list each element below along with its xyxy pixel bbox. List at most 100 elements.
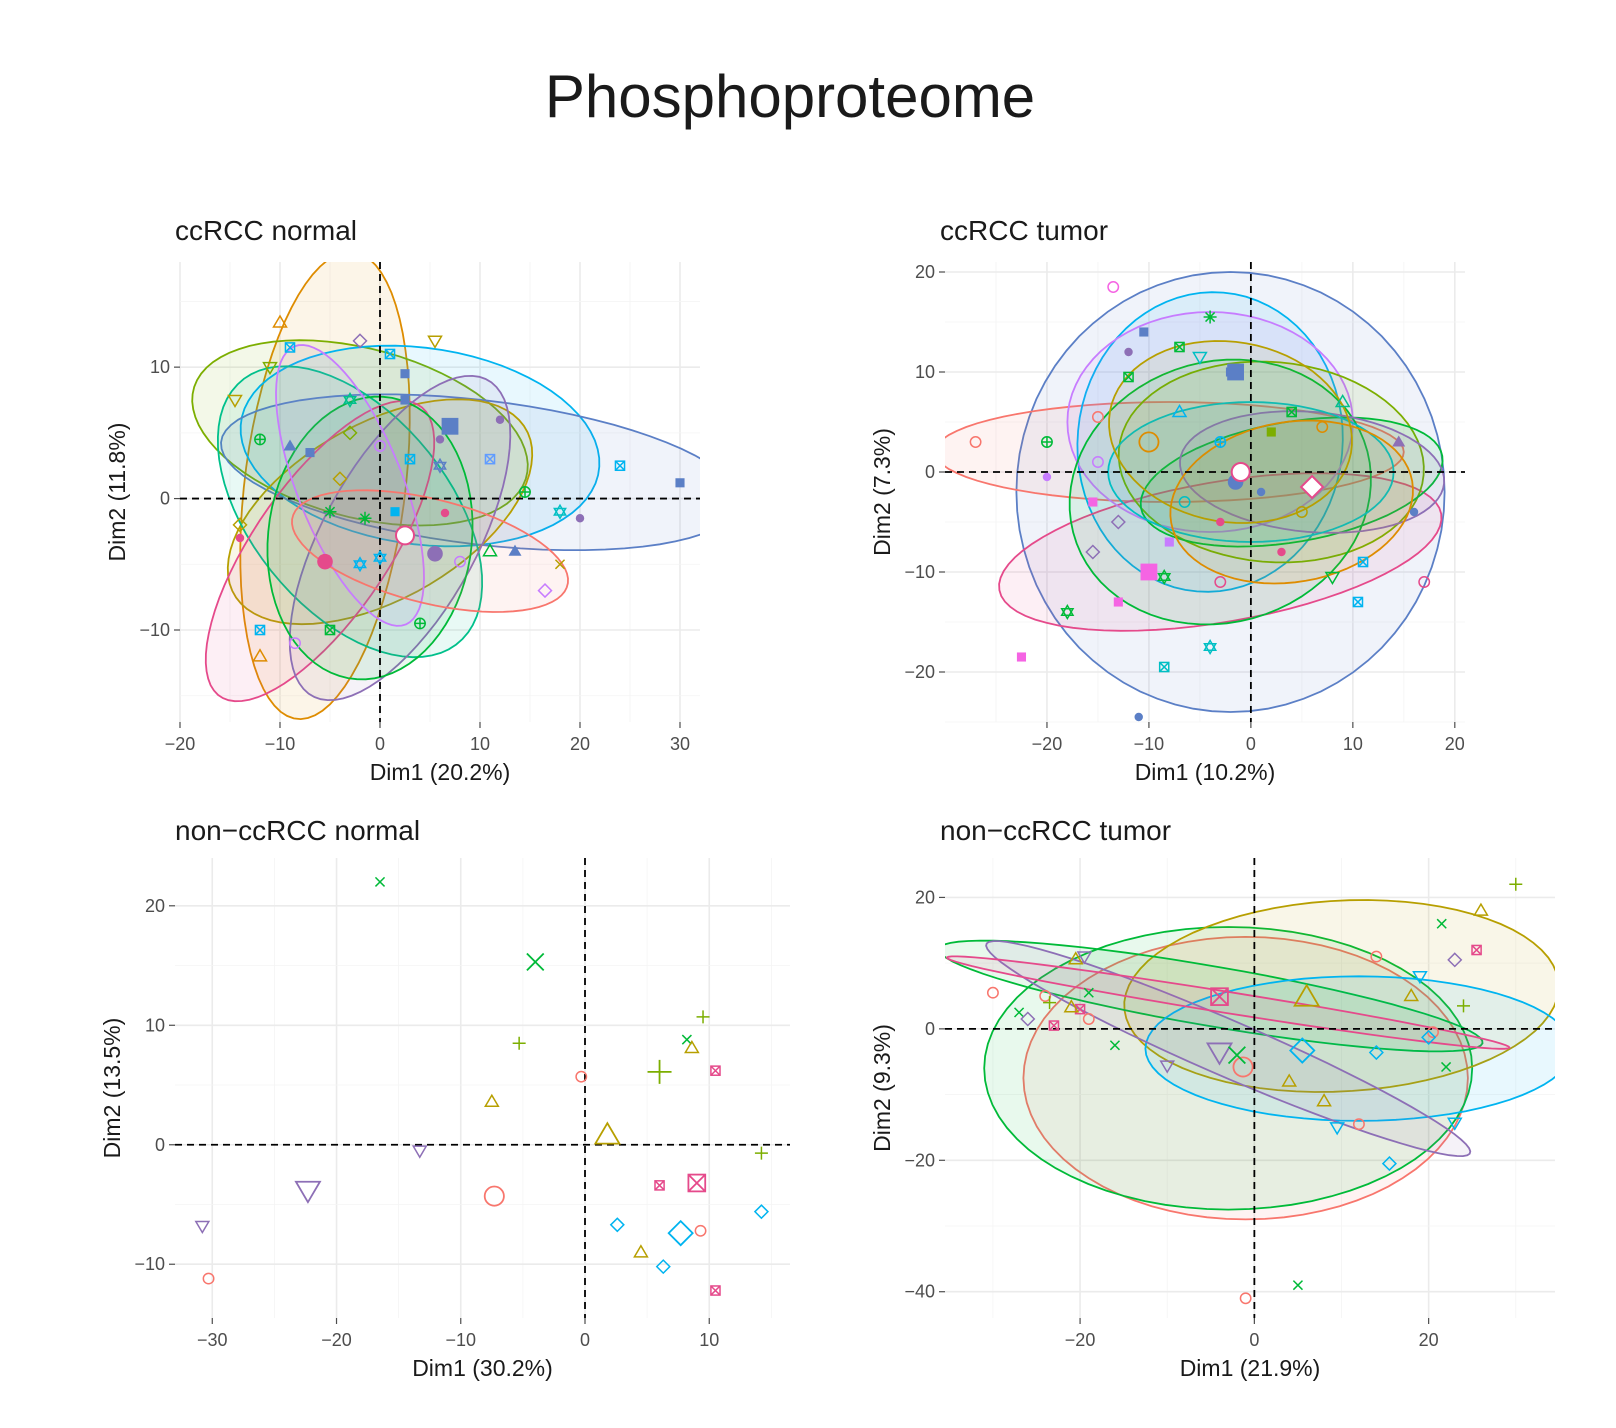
point-40: [289, 637, 301, 650]
y-tick-label: 0: [160, 489, 170, 509]
point-18: [687, 1173, 707, 1193]
point-11: [400, 395, 410, 405]
point-42: [1171, 404, 1188, 418]
point-47: [374, 440, 386, 452]
point-29: [1083, 987, 1094, 998]
point-25: [440, 508, 450, 518]
y-tick-label: 0: [925, 462, 935, 482]
point-6: [1412, 970, 1428, 985]
point-17: [654, 1180, 665, 1191]
y-axis-label: Dim2 (7.3%): [869, 428, 895, 556]
point-23: [633, 1244, 649, 1258]
point-20: [1227, 1046, 1246, 1065]
point-13: [435, 435, 445, 444]
point-19: [753, 1204, 769, 1220]
y-tick-label: −20: [904, 662, 935, 682]
point-34: [537, 583, 553, 599]
y-tick-label: 20: [145, 896, 165, 916]
point-6: [1123, 371, 1134, 383]
x-tick-label: −10: [445, 1330, 476, 1350]
grid: [175, 858, 790, 1318]
ellipse-0: [1022, 935, 1469, 1221]
x-axis-label: Dim1 (10.2%): [1135, 759, 1276, 785]
point-39: [1239, 1292, 1252, 1305]
point-45: [343, 392, 357, 408]
confidence-ellipses: [945, 271, 1446, 713]
point-1: [526, 952, 545, 971]
point-11: [1091, 411, 1104, 423]
point-31: [1352, 596, 1364, 608]
point-22: [358, 511, 372, 525]
point-25: [1039, 990, 1052, 1002]
x-tick-label: 10: [699, 1330, 719, 1350]
point-2: [1436, 918, 1447, 929]
y-tick-label: 10: [145, 1015, 165, 1035]
confidence-ellipses: [191, 262, 700, 721]
x-tick-label: 20: [1419, 1330, 1439, 1350]
point-37: [1266, 427, 1276, 437]
point-31: [1048, 1020, 1060, 1031]
point-23: [1140, 563, 1158, 581]
point-17: [484, 453, 496, 465]
point-16: [754, 1146, 768, 1160]
ellipse-8: [266, 395, 474, 681]
x-tick-label: 0: [580, 1330, 590, 1350]
point-18: [614, 460, 626, 472]
y-tick-label: −10: [904, 562, 935, 582]
point-5: [1192, 351, 1208, 365]
x-tick-label: 0: [1246, 734, 1256, 754]
point-3: [1471, 944, 1482, 956]
x-tick-label: 10: [1343, 734, 1363, 754]
point-18: [1205, 1042, 1234, 1066]
point-9: [969, 436, 982, 448]
point-16: [433, 457, 447, 474]
point-24: [1013, 1007, 1025, 1018]
point-6: [294, 1180, 322, 1204]
figure-canvas: −20 −10 0 10 20 30 −10 0 10 ccRCC normal Dim1 (20.…: [99, 215, 1555, 1381]
point-36: [1316, 1093, 1332, 1107]
points: [194, 876, 769, 1296]
ellipse-9: [275, 344, 425, 627]
y-axis-label: Dim2 (9.3%): [869, 1024, 895, 1152]
point-23: [390, 507, 400, 517]
point-13: [710, 1065, 721, 1076]
point-15: [404, 453, 416, 465]
point-30: [373, 549, 387, 566]
point-20: [332, 471, 348, 487]
point-33: [554, 559, 566, 570]
y-tick-label: 20: [915, 262, 935, 282]
point-37: [1329, 1122, 1345, 1136]
point-27: [454, 555, 466, 568]
point-3: [575, 1070, 588, 1083]
point-0: [374, 876, 386, 887]
x-tick-label: 0: [375, 734, 385, 754]
point-3: [262, 361, 278, 376]
point-33: [1277, 547, 1286, 557]
point-2: [1139, 327, 1149, 337]
point-43: [235, 533, 245, 543]
point-22: [1085, 544, 1101, 560]
y-tick-label: −10: [139, 620, 170, 640]
figure-title: Phosphoproteome: [544, 63, 1036, 130]
point-10: [696, 1010, 710, 1024]
point-13: [1091, 456, 1104, 468]
point-15: [1289, 1037, 1316, 1064]
x-axis-label: Dim1 (20.2%): [370, 759, 511, 785]
point-35: [1281, 1073, 1298, 1087]
point-40: [1292, 1280, 1304, 1291]
point-8: [1457, 999, 1470, 1013]
point-32: [1324, 571, 1341, 585]
point-43: [1256, 487, 1266, 497]
ellipse-0: [239, 262, 411, 721]
point-5: [1370, 950, 1383, 963]
point-22: [694, 1224, 707, 1237]
point-9: [384, 348, 396, 360]
point-21: [1159, 1060, 1176, 1074]
point-19: [1409, 507, 1419, 517]
point-0: [272, 314, 288, 328]
point-21: [1418, 576, 1431, 588]
point-1: [1473, 902, 1489, 916]
point-17: [1210, 987, 1229, 1006]
point-38: [1286, 406, 1297, 418]
x-tick-label: 20: [1445, 734, 1465, 754]
